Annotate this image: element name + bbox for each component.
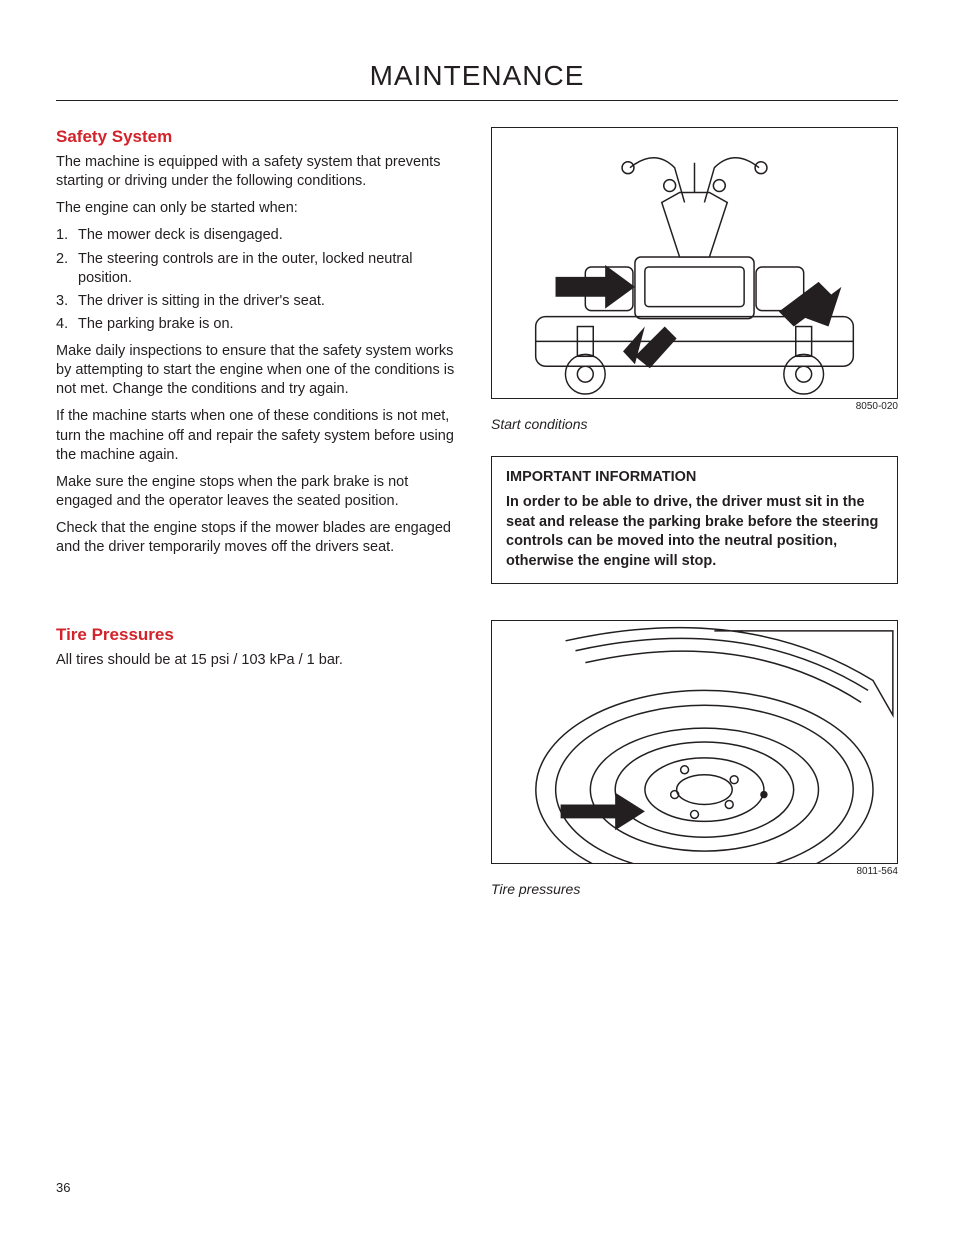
figure-start-conditions xyxy=(491,127,898,399)
safety-blades-para: Check that the engine stops if the mower… xyxy=(56,519,463,557)
page-title: MAINTENANCE xyxy=(56,60,898,101)
tire-illustration xyxy=(492,621,897,863)
safety-daily-inspect-para: Make daily inspections to ensure that th… xyxy=(56,342,463,399)
right-column: 8050-020 Start conditions IMPORTANT INFO… xyxy=(491,127,898,921)
mower-operator-illustration xyxy=(492,128,897,398)
important-info-body: In order to be able to drive, the driver… xyxy=(506,493,883,571)
list-item: The steering controls are in the outer, … xyxy=(56,250,463,288)
important-information-box: IMPORTANT INFORMATION In order to be abl… xyxy=(491,456,898,584)
list-item: The driver is sitting in the driver's se… xyxy=(56,292,463,311)
tire-pressures-section: Tire Pressures All tires should be at 15… xyxy=(56,625,463,670)
safety-intro-para: The machine is equipped with a safety sy… xyxy=(56,153,463,191)
tire-pressures-heading: Tire Pressures xyxy=(56,625,463,645)
tire-pressures-para: All tires should be at 15 psi / 103 kPa … xyxy=(56,651,463,670)
safety-park-brake-para: Make sure the engine stops when the park… xyxy=(56,473,463,511)
left-column: Safety System The machine is equipped wi… xyxy=(56,127,463,921)
figure-1-ref: 8050-020 xyxy=(491,401,898,412)
figure-tire-pressures xyxy=(491,620,898,864)
safety-system-heading: Safety System xyxy=(56,127,463,147)
safety-repair-para: If the machine starts when one of these … xyxy=(56,407,463,464)
page-number: 36 xyxy=(56,1180,70,1195)
list-item: The parking brake is on. xyxy=(56,315,463,334)
start-conditions-list: The mower deck is disengaged. The steeri… xyxy=(56,226,463,334)
list-item: The mower deck is disengaged. xyxy=(56,226,463,245)
important-info-title: IMPORTANT INFORMATION xyxy=(506,469,883,485)
figure-2-caption: Tire pressures xyxy=(491,881,898,897)
two-column-layout: Safety System The machine is equipped wi… xyxy=(56,127,898,921)
figure-1-caption: Start conditions xyxy=(491,416,898,432)
safety-start-when-para: The engine can only be started when: xyxy=(56,199,463,218)
figure-2-ref: 8011-564 xyxy=(491,866,898,877)
